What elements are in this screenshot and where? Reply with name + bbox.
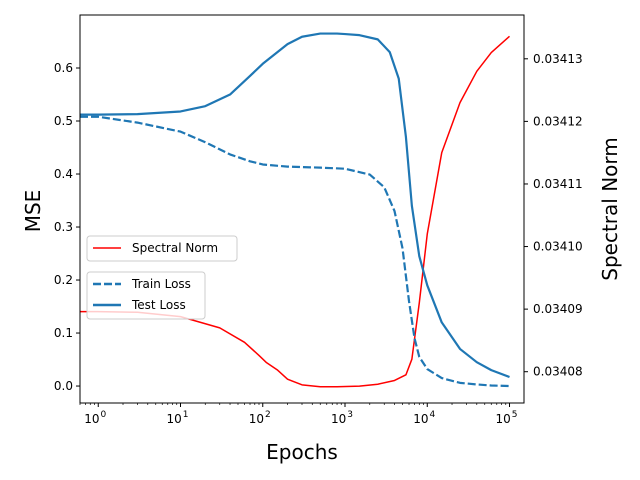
left-y-tick-label: 0.2 [54, 273, 73, 287]
right-y-tick-label: 0.03413 [533, 52, 583, 66]
x-tick-label: 104 [413, 410, 435, 426]
x-tick-label: 102 [249, 410, 271, 426]
x-tick-exponent: 1 [183, 410, 189, 420]
left-y-tick-label: 0.0 [54, 379, 73, 393]
x-tick-exponent: 5 [512, 410, 518, 420]
x-tick-label: 105 [496, 410, 518, 426]
left-y-tick-label: 0.3 [54, 220, 73, 234]
x-tick-label: 100 [84, 410, 106, 426]
right-y-tick-label: 0.03409 [533, 302, 583, 316]
series-line-train-loss [80, 115, 510, 388]
series-layer [80, 32, 511, 388]
x-tick-label: 103 [331, 410, 353, 426]
left-y-tick-label: 0.6 [54, 61, 73, 75]
right-y-tick-label: 0.03412 [533, 114, 583, 128]
legend-spectral-norm: Spectral Norm [86, 235, 238, 262]
right-axis-title: Spectral Norm [598, 137, 622, 280]
left-y-tick-label: 0.5 [54, 114, 73, 128]
x-tick-exponent: 2 [265, 410, 271, 420]
legend-label-test-loss: Test Loss [131, 298, 186, 312]
x-tick-exponent: 4 [430, 410, 436, 420]
left-axis-title: MSE [21, 190, 45, 233]
left-y-tick-label: 0.1 [54, 326, 73, 340]
x-axis-title: Epochs [266, 440, 338, 464]
x-tick-exponent: 0 [101, 410, 107, 420]
right-y-tick-label: 0.03411 [533, 177, 583, 191]
series-line-test-loss [80, 32, 510, 379]
right-y-tick-label: 0.03408 [533, 365, 583, 379]
legend-label-spectral-norm: Spectral Norm [132, 241, 218, 255]
left-y-tick-label: 0.4 [54, 167, 73, 181]
series-line-spectral-norm [80, 35, 511, 388]
x-tick-exponent: 3 [347, 410, 353, 420]
right-y-tick-label: 0.03410 [533, 240, 583, 254]
x-tick-label: 101 [166, 410, 188, 426]
legend-label-train-loss: Train Loss [131, 277, 191, 291]
legend-box [86, 235, 238, 262]
legend-loss: Train Loss Test Loss [86, 271, 206, 320]
